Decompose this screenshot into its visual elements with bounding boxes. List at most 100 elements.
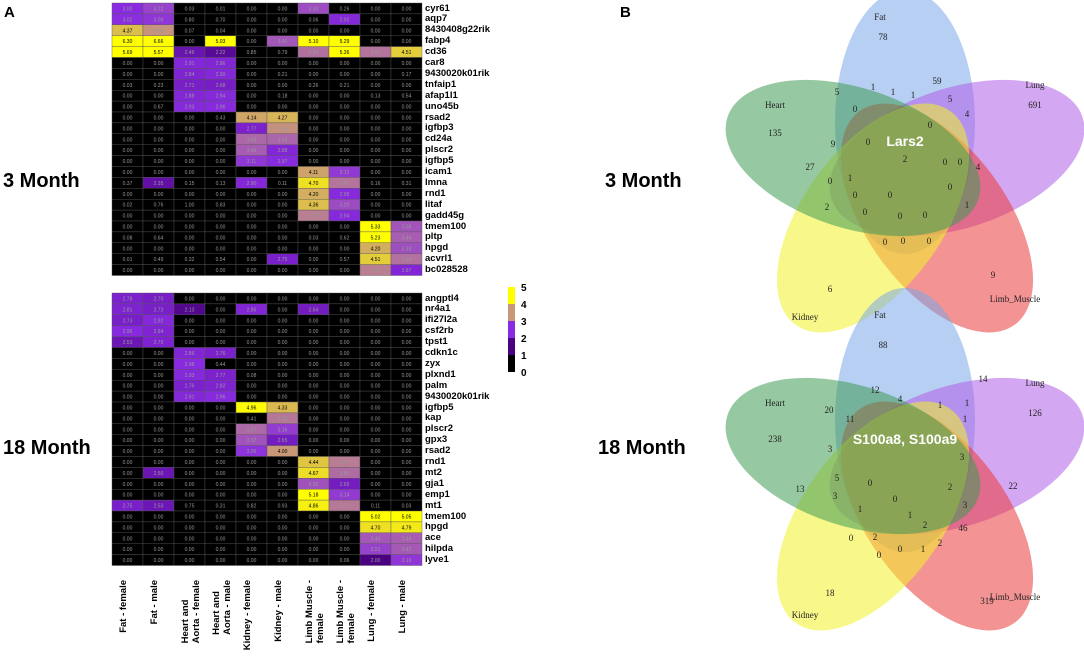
heatmap-18m-cell-value: 0.00 bbox=[154, 373, 164, 379]
venn-18m-region-count: 3 bbox=[963, 500, 968, 510]
heatmap-3m-cell-value: 3.64 bbox=[402, 257, 412, 263]
heatmap-18m-cell-value: 0.00 bbox=[340, 340, 350, 346]
heatmap-3m-cell-value: 0.00 bbox=[123, 159, 133, 165]
heatmap-3m-cell-value: 0.00 bbox=[154, 148, 164, 154]
heatmap-3m-cell-value: 0.00 bbox=[154, 126, 164, 132]
venn-18m-region-count: 1 bbox=[858, 504, 863, 514]
venn-3m-set-label: Heart bbox=[765, 100, 785, 110]
heatmap-18m-cell-value: 2.76 bbox=[216, 351, 226, 357]
heatmap-18m-cell-value: 3.40 bbox=[371, 536, 381, 542]
heatmap-3m-cell-value: 5.57 bbox=[154, 50, 164, 56]
heatmap-18m-cell-value: 0.00 bbox=[247, 296, 257, 302]
heatmap-3m-cell-value: 2.35 bbox=[154, 181, 164, 187]
venn-18-month-title: 18 Month bbox=[598, 437, 686, 459]
heatmap-18m-cell-value: 0.00 bbox=[123, 362, 133, 368]
venn-18m-region-count: 319 bbox=[980, 596, 994, 606]
heatmap-18m-cell-value: 0.00 bbox=[309, 514, 319, 520]
heatmap-18m-gene-label: 9430020k01rik bbox=[425, 390, 490, 402]
heatmap-18m-cell-value: 0.00 bbox=[216, 547, 226, 553]
heatmap-3m-cell-value: 0.01 bbox=[123, 257, 133, 263]
heatmap-3m-cell-value: 0.00 bbox=[402, 148, 412, 154]
heatmap-18m-cell-value: 0.00 bbox=[340, 318, 350, 324]
heatmap-18m-cell-value: 3.60 bbox=[340, 471, 350, 477]
heatmap-3m-cell-value: 0.00 bbox=[247, 224, 257, 230]
heatmap-3m-cell-value: 0.00 bbox=[402, 17, 412, 23]
heatmap-18m-cell-value: 0.00 bbox=[247, 514, 257, 520]
heatmap-3m-cell-value: 4.20 bbox=[371, 246, 381, 252]
heatmap-3m-cell-value: 0.00 bbox=[371, 126, 381, 132]
heatmap-3m-gene-label: tmem100 bbox=[425, 220, 467, 232]
heatmap-3m-cell-value: 0.13 bbox=[216, 181, 226, 187]
heatmap-18m-cell-value: 0.00 bbox=[402, 460, 412, 466]
heatmap-18m-cell-value: 2.76 bbox=[185, 384, 195, 390]
venn-18m-region-count: 0 bbox=[893, 494, 898, 504]
heatmap-3m-cell-value: 0.00 bbox=[340, 224, 350, 230]
heatmap-3m-cell-value: 2.95 bbox=[340, 192, 350, 198]
heatmap-18m-cell-value: 3.57 bbox=[247, 427, 257, 433]
heatmap-18m-cell-value: 2.91 bbox=[185, 395, 195, 401]
heatmap-3m-cell-value: 0.00 bbox=[278, 83, 288, 89]
heatmap-18m-gene-label: emp1 bbox=[425, 488, 450, 500]
heatmap-3m-cell-value: 0.85 bbox=[247, 50, 257, 56]
heatmap-18m-cell-value: 0.00 bbox=[123, 395, 133, 401]
venn-3m-region-count: 78 bbox=[879, 32, 889, 42]
heatmap-3m-cell-value: 0.00 bbox=[247, 214, 257, 220]
heatmap-3m-cell-value: 2.22 bbox=[216, 50, 226, 56]
heatmap-18m-cell-value: 0.00 bbox=[123, 525, 133, 531]
heatmap-18m-cell-value: 2.93 bbox=[185, 373, 195, 379]
heatmap-18m-cell-value: 0.00 bbox=[278, 307, 288, 313]
heatmap-18m-cell-value: 0.00 bbox=[340, 416, 350, 422]
heatmap-3m-cell-value: 0.13 bbox=[371, 94, 381, 100]
heatmap-3m-cell-value: 0.00 bbox=[247, 72, 257, 78]
heatmap-3m-cell-value: 0.17 bbox=[402, 72, 412, 78]
heatmap-18m-cell-value: 0.00 bbox=[247, 525, 257, 531]
heatmap-3m-cell-value: 0.00 bbox=[402, 6, 412, 12]
heatmap-18m-cell-value: 0.00 bbox=[154, 351, 164, 357]
legend-color-block bbox=[508, 355, 515, 372]
heatmap-3m-cell-value: 0.31 bbox=[402, 181, 412, 187]
heatmap-3m-cell-value: 0.00 bbox=[247, 203, 257, 209]
venn-3m-region-count: 0 bbox=[828, 176, 833, 186]
venn-18m-region-count: 1 bbox=[938, 400, 943, 410]
heatmap-18m-cell-value: 0.00 bbox=[371, 351, 381, 357]
venn-18m-region-count: 1 bbox=[908, 510, 913, 520]
heatmap-18m-cell-value: 0.00 bbox=[309, 438, 319, 444]
heatmap-3m-cell-value: 0.00 bbox=[309, 268, 319, 274]
heatmap-3m-cell-value: 0.00 bbox=[371, 148, 381, 154]
venn-18m-region-count: 3 bbox=[828, 444, 833, 454]
heatmap-3m-cell-value: 0.00 bbox=[154, 268, 164, 274]
heatmap-18m-cell-value: 0.00 bbox=[340, 405, 350, 411]
venn-3m-region-count: 0 bbox=[901, 236, 906, 246]
venn-18m-region-count: 2 bbox=[948, 482, 953, 492]
heatmap-3m-cell-value: 0.00 bbox=[123, 72, 133, 78]
legend-color-block bbox=[508, 304, 515, 321]
heatmap-3m-cell-value: 0.00 bbox=[340, 72, 350, 78]
heatmap-18m-gene-label: rnd1 bbox=[425, 456, 446, 467]
heatmap-3m-cell-value: 0.00 bbox=[247, 105, 257, 111]
heatmap-18m-cell-value: 0.00 bbox=[247, 351, 257, 357]
heatmap-3m-cell-value: 0.00 bbox=[247, 235, 257, 241]
heatmap-18m-cell-value: 2.81 bbox=[123, 307, 133, 313]
heatmap-18m-cell-value: 0.00 bbox=[154, 384, 164, 390]
venn-3m-region-count: 1 bbox=[848, 173, 853, 183]
venn-3m-region-count: 1 bbox=[965, 200, 970, 210]
heatmap-18m-cell-value: 4.67 bbox=[309, 471, 319, 477]
heatmap-18m-cell-value: 0.75 bbox=[185, 504, 195, 510]
heatmap-18m-cell-value: 2.13 bbox=[185, 307, 195, 313]
heatmap-18m-cell-value: 0.00 bbox=[340, 351, 350, 357]
heatmap-18m-cell-value: 0.00 bbox=[154, 514, 164, 520]
heatmap-3m-cell-value: 0.00 bbox=[371, 105, 381, 111]
heatmap-3m-cell-value: 0.07 bbox=[185, 28, 195, 34]
heatmap-3m-gene-label: fabp4 bbox=[425, 35, 451, 47]
heatmap-3m-cell-value: 0.00 bbox=[185, 126, 195, 132]
heatmap-18m-cell-value: 0.00 bbox=[185, 318, 195, 324]
heatmap-3m-cell-value: 4.36 bbox=[309, 203, 319, 209]
heatmap-18m-cell-value: 0.00 bbox=[154, 395, 164, 401]
heatmap-3m-cell-value: 0.00 bbox=[309, 61, 319, 67]
heatmap-18m-cell-value: 0.00 bbox=[402, 405, 412, 411]
heatmap-18m-cell-value: 0.00 bbox=[154, 460, 164, 466]
heatmap-3m-cell-value: 0.00 bbox=[123, 137, 133, 143]
heatmap-3m-cell-value: 0.00 bbox=[154, 115, 164, 121]
heatmap-18m-cell-value: 0.00 bbox=[247, 340, 257, 346]
heatmap-3m-cell-value: 3.66 bbox=[371, 50, 381, 56]
